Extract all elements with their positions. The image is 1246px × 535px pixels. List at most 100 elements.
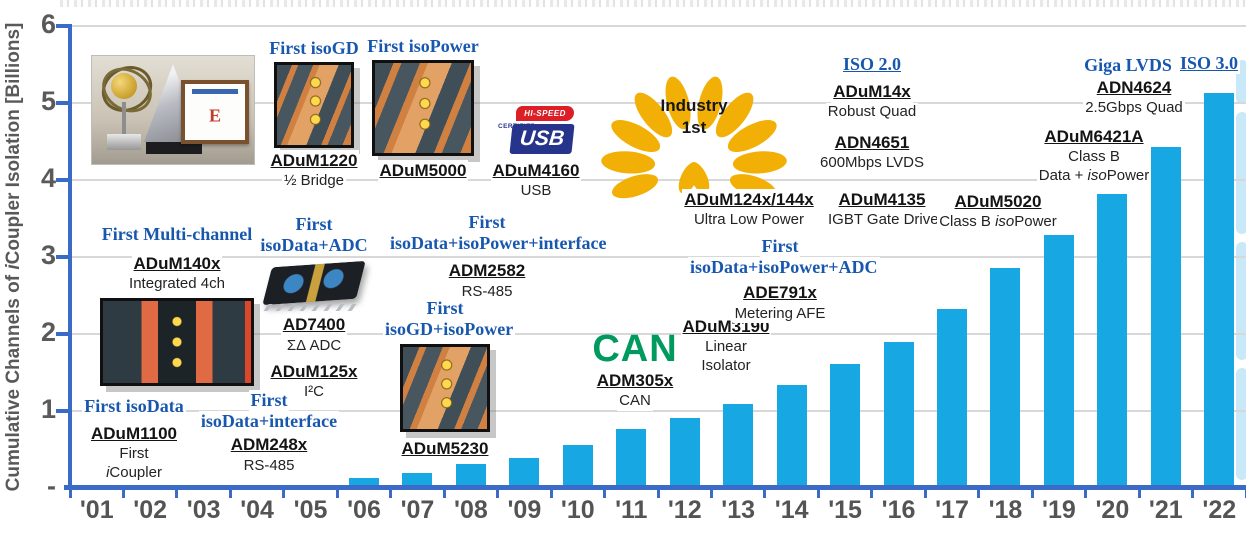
part-number: AD7400 [256,314,372,337]
gridline-1 [70,410,1246,412]
part-number: ADN4651 [802,132,942,155]
part-number: ADuM4160 [486,160,586,183]
x-tick-label: '16 [881,496,916,524]
part-number: ADuM140x [98,253,256,276]
milestone-title: isoData+interface [198,411,340,433]
x-axis-tick [709,489,713,498]
pyramid-trophy-base [146,142,202,154]
usb-hispeed-ribbon: HI-SPEED [516,106,574,121]
x-tick-label: '19 [1042,496,1076,524]
bar-11 [616,429,647,487]
part-number: ADuM5020 [936,191,1060,214]
x-axis-tick [763,489,767,498]
x-axis-tick [496,489,500,498]
bar-08 [455,464,486,487]
x-tick-label: '04 [240,496,274,524]
part-number: ADuM1100 [70,423,198,446]
ic-package-pins [263,304,365,312]
bar-18 [990,268,1021,487]
bar-12 [669,418,700,487]
milestone-can: CAN ADM305x CAN [583,328,687,411]
industry-first-line2: 1st [681,118,707,138]
x-axis-tick [977,489,981,498]
top-edge-decoration [60,0,1246,7]
bar-07 [402,473,433,487]
milestone-title: First isoData [82,396,186,418]
part-description: First [117,445,151,465]
part-number: ADM2582 [388,260,586,283]
x-axis-tick [816,489,820,498]
milestone-first-isodata-isopower-interface: First isoData+isoPower+interface ADM2582… [388,212,609,302]
y-tick-label: 1 [40,394,56,424]
chip-photo-adum5000 [372,60,474,157]
x-tick-label: '15 [828,496,862,524]
milestone-title: ISO 2.0 [840,54,904,76]
bar-09 [509,458,540,487]
milestone-usb: HI-SPEED CERTIFIED USB ADuM4160 USB [486,104,586,201]
can-logo: CAN [592,328,678,370]
award-photo [92,56,254,164]
part-number: ADM305x [583,369,687,392]
part-description: Data + isoPower [1036,166,1152,186]
part-description: RS-485 [241,456,297,476]
part-number: ADN4624 [1068,77,1200,100]
milestone-adum4135: ADuM4135 IGBT Gate Driver [826,189,946,230]
part-description: 600Mbps LVDS [818,154,926,173]
bar-19 [1043,235,1074,487]
part-description: IGBT Gate Driver [826,211,946,230]
milestone-adum5020: ADuM5020 Class B isoPower [936,191,1060,232]
milestone-title: First isoPower [365,36,481,58]
x-tick-label: '10 [560,496,595,524]
milestone-title: isoData+isoPower+interface [388,233,609,255]
y-axis-tick [56,101,70,105]
x-tick-label: '02 [133,496,168,524]
part-description: ½ Bridge [281,172,347,192]
part-description: Isolator [699,356,753,376]
chip-photo-ad7400 [260,258,368,314]
ic-package [262,261,366,306]
y-tick-label: - [47,471,56,501]
x-axis-tick [175,489,179,498]
trophy-stem [122,102,126,134]
part-description: Ultra Low Power [691,211,807,230]
milestone-first-isopower: First isoPower ADuM5000 [364,36,482,183]
y-axis-title-prefix: Cumulative Channels of [3,269,24,492]
industry-first-label: Industry 1st [623,95,765,139]
gridline-6 [70,25,1246,27]
x-tick-label: '09 [507,496,542,524]
award-certificate [181,80,249,144]
x-tick-label: '22 [1202,496,1237,524]
bar-17 [937,309,967,487]
milestone-title: isoGD+isoPower [383,319,516,341]
milestone-title: First [424,298,466,320]
milestone-first-isogd-isopower: First isoGD+isoPower ADuM5230 [383,298,516,461]
part-description: Metering AFE [732,304,828,324]
y-tick-label: 3 [40,240,56,270]
milestone-iso2: ISO 2.0 ADuM14x Robust Quad ADN4651 600M… [802,54,942,173]
milestone-title: First Multi-channel [99,224,255,246]
gridline-5 [70,102,1246,104]
milestone-giga-lvds: Giga LVDS [1080,55,1176,77]
part-description: I²C [302,383,326,403]
part-description: Class B [1066,148,1122,167]
x-axis-tick [1030,489,1034,498]
part-description: CAN [617,391,653,411]
edge-decoration [1236,242,1246,360]
x-axis-tick [389,489,393,498]
x-tick-label: '18 [988,496,1023,524]
part-description: USB [518,182,554,201]
y-axis-tick [56,178,70,182]
chip-photo-adum140x [100,298,254,387]
x-axis-tick [870,489,874,498]
usb-hispeed-logo: HI-SPEED CERTIFIED USB [498,106,575,154]
milestone-adum124x: ADuM124x/144x Ultra Low Power [678,189,820,230]
chip-photo-adum1220 [274,62,354,149]
part-description: Class B isoPower [937,213,1059,232]
part-description: Linear [703,338,749,357]
milestone-first-multichannel: First Multi-channel ADuM140x Integrated … [98,224,256,387]
product-of-the-year-trophy-photo [92,56,254,164]
milestone-first-isodata-interface: First isoData+interface ADM248x RS-485 [190,390,348,476]
industry-first-badge: Industry 1st [601,55,787,199]
x-axis-tick [1244,489,1246,498]
